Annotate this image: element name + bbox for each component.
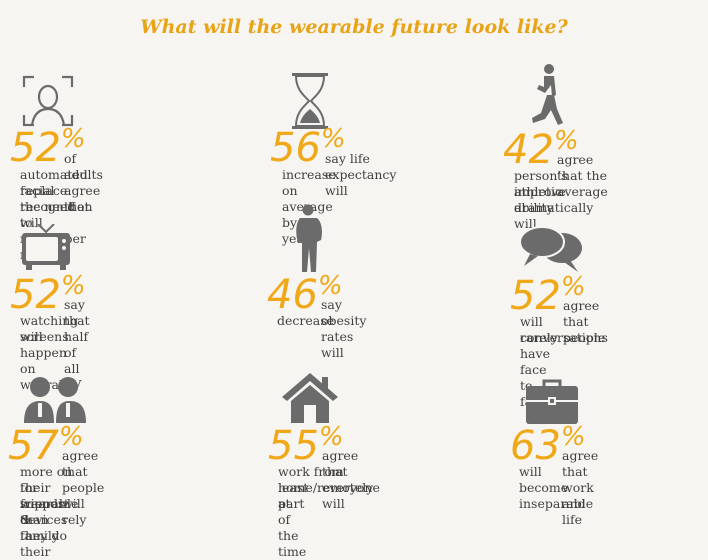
hourglass-icon [292,73,328,129]
stat-text-line: automated facial recognition will [20,167,93,230]
house-icon [282,373,338,423]
stat-text-first: say obesity rates will [321,297,367,360]
face-recognition-icon [22,75,74,127]
stat-text-line: conversations [520,330,608,345]
stat-text-line: decrease [277,313,335,328]
person-icon [292,204,326,274]
stat-text-line: least part of the time [278,480,309,559]
stat-text-line: will rarely have face to face [520,314,558,409]
stat-percent: 63% [510,422,586,469]
briefcase-icon [526,378,578,424]
stat-text-first: say that half of all TV [64,297,90,392]
stat-text-first: say life expectancy will [325,151,397,198]
stat-percent: 42% [503,126,579,173]
stat-percent: 52% [10,271,86,318]
stat-text-line: improve dramatically [514,184,594,215]
stat-text-first: agree that the average [557,152,608,199]
stat-percent: 52% [510,272,586,319]
stat-percent: 55% [268,422,344,469]
stat-text-first: agree that people [563,298,606,345]
speech-bubbles-icon [518,226,584,274]
stat-percent: 52% [10,124,86,171]
stat-percent: 57% [8,422,84,469]
stat-text-first: agree that people will rely [62,448,105,527]
page-title: What will the wearable future look like? [140,16,568,38]
stat-text-line: screens [20,329,69,344]
stat-text-line: increase on average by 10 years [282,167,336,246]
runner-icon [527,63,567,129]
people-icon [22,375,88,423]
stat-text-first: agree that everyone will [322,448,380,511]
stat-text-line: person’s athletic ability will [514,168,568,231]
stat-percent: 46% [267,271,343,318]
tv-icon [22,224,70,270]
stat-text-line: friends & family [20,496,65,543]
stat-percent: 56% [270,124,346,171]
stat-text-first: of adults agree that [64,151,103,214]
stat-text-line: will become inseparable [519,464,594,511]
stat-text-line: work from home/remotely at [278,464,374,511]
